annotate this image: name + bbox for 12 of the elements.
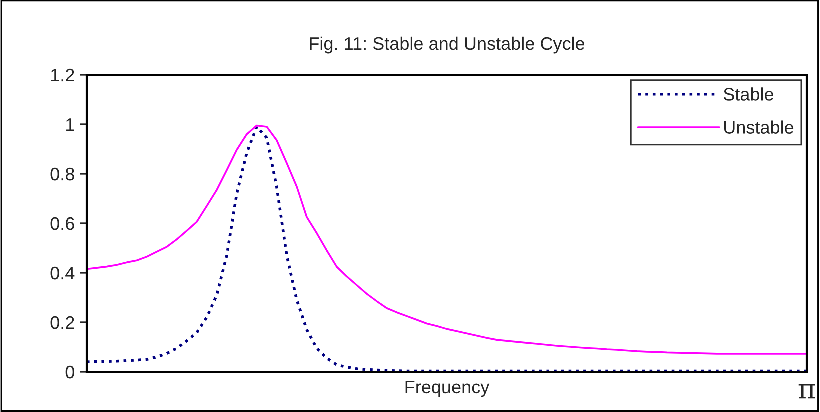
y-tick-label: 1.2 [51,68,74,82]
legend-label: Stable [724,88,774,101]
x-axis-title: Frequency [406,380,490,398]
y-tick-label: 0 [66,366,74,379]
text: π [798,384,816,399]
y-tick-label: 0.6 [50,217,74,230]
chart-title: Fig. 11: Stable and Unstable Cycle [310,36,585,54]
y-tick-label: 1 [66,118,74,132]
legend-label: Unstable [724,120,794,134]
y-tick-label: 0.4 [50,266,75,280]
y-tick-label: 0.2 [50,316,74,330]
y-tick-label: 0.8 [50,168,74,181]
